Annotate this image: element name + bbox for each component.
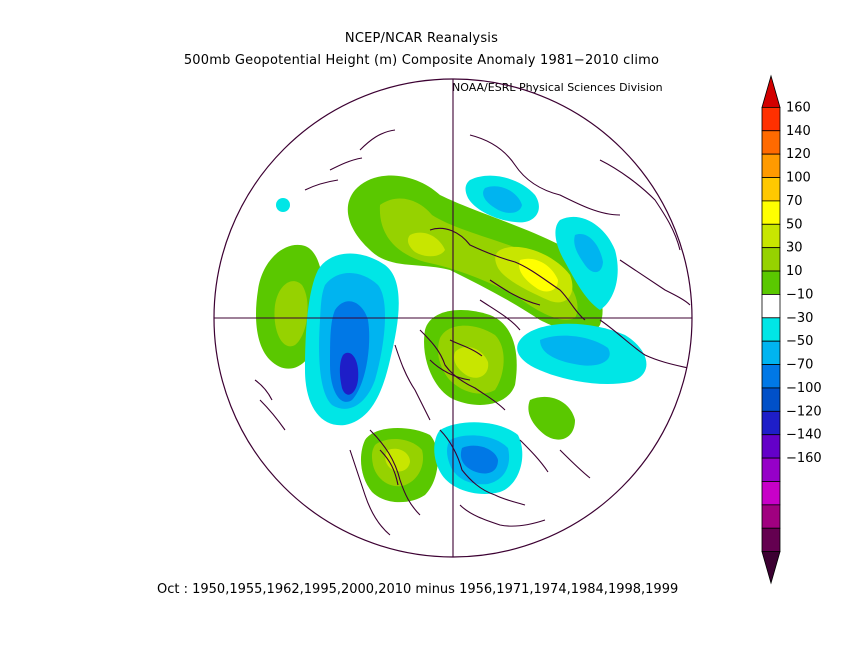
colorbar-tick-label: 70 [786,194,803,209]
colorbar-swatch [761,364,781,389]
colorbar-swatch [761,153,781,178]
colorbar-swatch [761,223,781,249]
colorbar-swatch [761,200,781,225]
colorbar-tick-label: 120 [786,147,811,162]
colorbar-tick-label: −70 [786,358,813,373]
colorbar-swatch [761,177,781,202]
colorbar-tick-label: 10 [786,264,803,279]
colorbar-swatch [761,340,781,365]
colorbar-swatch [761,434,781,459]
colorbar-tick-label: −30 [786,311,813,326]
composite-caption: Oct : 1950,1955,1962,1995,2000,2010 minu… [157,582,679,597]
colorbar-swatch [761,527,781,553]
anomaly-negative-europe [517,216,647,385]
anomaly-negative-east-us [434,422,523,495]
chart-subtitle: 500mb Geopotential Height (m) Composite … [183,53,660,68]
colorbar-swatch [761,317,781,342]
colorbar-tick-label: −10 [786,287,813,302]
anomaly-negative-wcanada [305,253,399,426]
colorbar-tick-label: −120 [786,404,822,419]
colorbar-swatch [761,247,781,272]
colorbar-swatch [761,504,781,529]
colorbar-tick-label: −140 [786,428,822,443]
colorbar-tick-label: 100 [786,171,811,186]
colorbar-tick-label: −100 [786,381,822,396]
colorbar-tick-label: −50 [786,334,813,349]
anomaly-small-cyan [276,198,290,212]
colorbar-tick-label: 30 [786,241,803,256]
colorbar-tick-label: 140 [786,124,811,139]
colorbar-swatch [761,457,781,482]
colorbar-swatch [761,74,781,108]
colorbar-tick-label: 50 [786,217,803,232]
colorbar-swatch [761,130,781,155]
colorbar-swatch [761,106,781,132]
colorbar-swatch [761,410,781,436]
colorbar-swatch [761,481,781,506]
colorbar-swatch [761,270,781,295]
chart-title: NCEP/NCAR Reanalysis [344,31,499,46]
anomaly-negative-north-atlantic [465,175,539,223]
anomaly-field [254,129,691,536]
colorbar-swatch [761,551,781,585]
colorbar-tick-label: 160 [786,100,811,115]
map-boundary [213,78,693,558]
anomaly-positive-west-us [360,428,438,503]
colorbar-tick-label: −160 [786,451,822,466]
colorbar-swatch [761,294,781,319]
colorbar-swatch [761,387,781,412]
coastlines [254,129,691,536]
